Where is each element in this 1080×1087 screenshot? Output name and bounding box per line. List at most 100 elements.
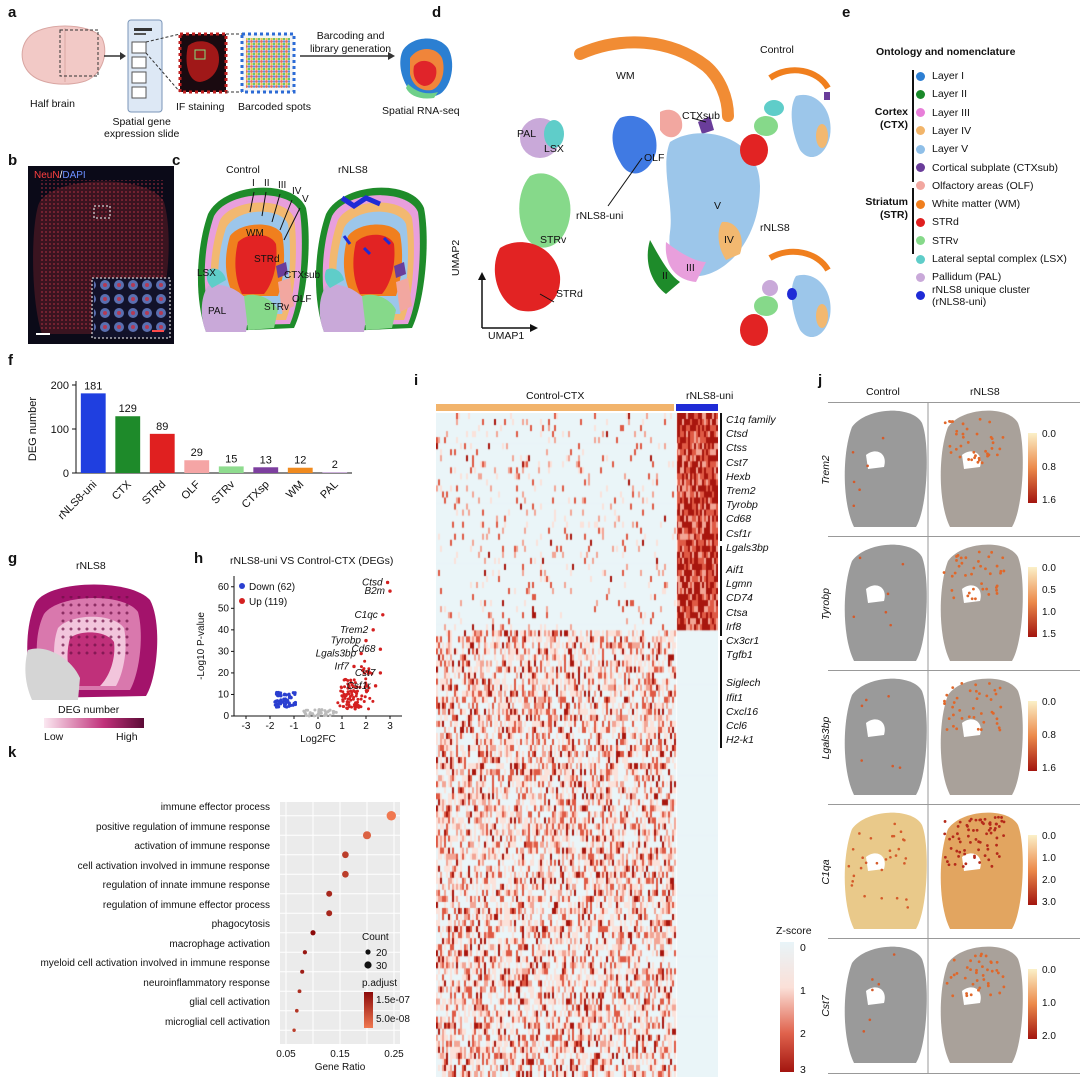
j-scale-tick: 0.0 <box>1042 429 1056 440</box>
h-xtick-label: -3 <box>242 721 251 732</box>
j-hot-spot <box>993 828 997 832</box>
j-hot-spot <box>864 698 868 702</box>
h-point-up <box>343 694 347 698</box>
j-hot-spot <box>988 823 992 826</box>
d-label-III: III <box>686 262 695 274</box>
j-hot-spot <box>997 825 1001 828</box>
j-row-Cst7: Cst7 0.0 1.0 2.0 <box>820 938 1080 1074</box>
legend-swatch <box>916 217 925 227</box>
h-point-up <box>356 703 360 707</box>
legend-item-7: White matter (WM) <box>916 196 1020 212</box>
j-maps: 0.0 0.5 1.0 1.5 <box>844 537 1056 671</box>
d-label-LSX: LSX <box>544 143 564 155</box>
j-hot-spot <box>901 838 905 841</box>
j-hot-spot <box>869 836 873 840</box>
j-hot-spot <box>1002 985 1006 989</box>
h-point-down <box>273 700 277 704</box>
j-hot-spot <box>851 847 855 851</box>
j-hot-spot <box>975 697 979 701</box>
j-scale-tick: 1.6 <box>1042 763 1056 774</box>
d-label-V: V <box>714 200 722 212</box>
j-hot-spot <box>948 837 951 841</box>
j-hot-spot <box>950 589 954 592</box>
f-bar-chart: 0 100 200 DEG number 181 rNLS8-uni 129 CTX 89 STR… <box>27 380 352 523</box>
k-dot-10 <box>294 1008 299 1013</box>
h-point-up <box>342 704 346 708</box>
j-maps: 0.0 1.0 2.0 <box>844 939 1056 1073</box>
j-hot-spot <box>957 837 961 841</box>
h-point-up <box>356 700 360 704</box>
d-label-STRd: STRd <box>556 288 583 300</box>
j-hot-spot <box>958 455 962 459</box>
j-hot-spot <box>893 822 897 826</box>
i-gene-label-18: Ifit1 <box>726 691 743 704</box>
j-hot-spot <box>989 826 992 830</box>
f-ytick-label: 0 <box>63 468 69 480</box>
h-point-up <box>353 681 357 685</box>
h-point-down <box>275 690 279 695</box>
j-hot-spot <box>995 852 999 855</box>
h-gene-label-Cst7: Cst7 <box>355 668 376 679</box>
f-category-label: rNLS8-uni <box>56 479 100 523</box>
j-hot-spot <box>949 451 953 454</box>
h-point-up <box>353 690 357 694</box>
j-hot-spot <box>898 766 902 769</box>
half-brain-label: Half brain <box>30 98 75 110</box>
j-hot-spot <box>965 427 969 431</box>
legend-label: STRv <box>932 234 959 247</box>
legend-swatch <box>916 163 925 172</box>
h-point-ns <box>331 709 335 713</box>
j-hot-spot <box>965 966 969 969</box>
j-ventricle <box>866 585 885 603</box>
h-point-up <box>355 692 359 696</box>
h-point-up <box>364 677 368 681</box>
d-label-OLF: OLF <box>644 152 665 164</box>
j-scale-tick: 1.6 <box>1042 495 1056 506</box>
i-heatmap <box>436 413 718 1077</box>
legend-item-8: STRd <box>916 214 959 230</box>
i-gene-label-21: H2-k1 <box>726 734 755 747</box>
j-rnls8-map <box>940 946 1023 1063</box>
h-ytick-label: 30 <box>218 646 230 657</box>
c-label-I: I <box>252 178 255 189</box>
j-hot-spot <box>981 974 985 977</box>
j-rnls8-map <box>940 544 1023 661</box>
j-hot-spot <box>880 868 884 872</box>
k-term-8: myeloid cell activation involved in immu… <box>40 958 270 969</box>
i-gene-label-0: C1q family <box>726 414 776 426</box>
h-point-up <box>338 704 342 708</box>
j-maps: 0.0 0.8 1.6 <box>844 403 1056 537</box>
j-hot-spot <box>901 562 905 566</box>
j-hot-spot <box>995 588 998 592</box>
j-hot-spot <box>903 862 906 865</box>
h-ytick-label: 20 <box>218 668 230 679</box>
f-ytick-label: 100 <box>51 424 69 436</box>
j-hot-spot <box>991 441 995 445</box>
h-point-ns <box>316 714 320 718</box>
h-title-text: rNLS8-uni VS Control-CTX (DEGs) <box>230 555 394 567</box>
j-hot-spot <box>860 704 864 708</box>
j-scale-tick: 1.0 <box>1042 853 1056 864</box>
legend-item-3: Layer IV <box>916 123 971 139</box>
j-scale-tick: 1.5 <box>1042 629 1056 640</box>
j-hot-spot <box>977 550 981 554</box>
h-point-up <box>367 667 371 671</box>
k-dot-3 <box>342 870 349 878</box>
j-hot-spot <box>1000 819 1004 823</box>
c-label-PAL: PAL <box>208 306 227 317</box>
j-hot-spot <box>990 550 994 554</box>
i-gene-label-9: Lgals3bp <box>726 541 769 554</box>
j-hot-spot <box>894 854 898 857</box>
j-hot-spot <box>955 727 959 731</box>
c-label-IV: IV <box>292 186 302 197</box>
j-hot-spot <box>998 991 1002 995</box>
f-bar-value: 29 <box>191 447 203 459</box>
j-hot-spot <box>884 610 888 614</box>
g-deg-map <box>25 584 158 700</box>
k-term-labels: immune effector process positive regulati… <box>14 800 270 1060</box>
legend-swatch <box>916 254 925 264</box>
j-hot-spot <box>975 979 979 982</box>
i-gene-label-14: Irf8 <box>726 620 742 633</box>
h-point-ns <box>320 708 324 712</box>
h-point-ns <box>323 709 327 713</box>
